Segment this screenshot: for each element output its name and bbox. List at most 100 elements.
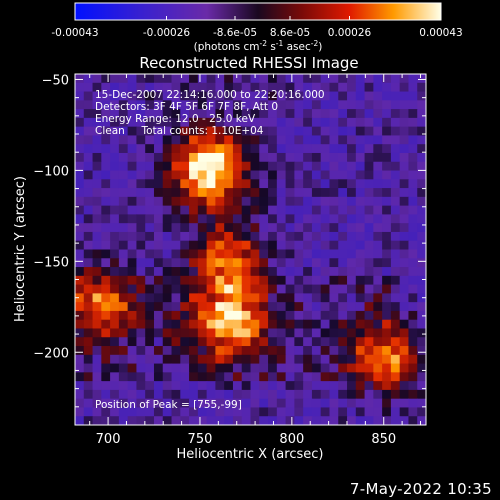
heatmap-cell [268,354,278,365]
heatmap-cell [145,214,155,224]
heatmap-cell [399,337,410,347]
heatmap-cell [206,337,217,347]
heatmap-cell [136,302,146,312]
heatmap-cell [408,240,418,251]
heatmap-cell [294,91,304,101]
heatmap-cell [92,188,102,198]
heatmap-cell [75,310,85,321]
heatmap-cell [110,161,120,172]
heatmap-cell [145,249,155,259]
heatmap-cell [355,416,366,425]
heatmap-cell [329,381,339,391]
heatmap-cell [127,152,138,163]
heatmap-cell [390,109,401,119]
heatmap-cell [276,346,287,356]
heatmap-cell [180,170,190,180]
heatmap-cell [110,231,120,242]
heatmap-cell [303,231,313,242]
heatmap-cell [303,398,313,409]
heatmap-cell [329,205,339,216]
heatmap-cell [171,328,181,338]
heatmap-cell [241,144,252,154]
heatmap-cell [215,310,225,321]
heatmap-cell [338,337,348,347]
heatmap-cell [162,310,173,321]
heatmap-cell [189,188,199,198]
heatmap-cell [127,328,138,338]
heatmap-cell [145,91,155,101]
heatmap-cell [390,91,401,101]
heatmap-cell [197,74,208,84]
heatmap-cell [268,416,278,425]
heatmap-cell [373,100,383,110]
heatmap-cell [110,363,120,373]
heatmap-cell [241,267,252,277]
heatmap-cell [171,258,181,268]
heatmap-cell [347,109,357,119]
heatmap-cell [180,363,190,373]
heatmap-cell [285,302,295,312]
heatmap-cell [250,152,260,163]
heatmap-cell [224,346,234,356]
heatmap-cell [127,109,138,119]
heatmap-cell [338,152,348,163]
heatmap-cell [180,144,190,154]
heatmap-cell [364,91,374,101]
heatmap-cell [338,179,348,189]
heatmap-cell [180,117,190,128]
heatmap-cell [408,135,418,145]
heatmap-cell [197,240,208,251]
heatmap-cell [127,346,138,356]
heatmap-cell [180,223,190,233]
heatmap-cell [250,354,260,365]
heatmap-cell [83,240,94,251]
heatmap-cell [347,389,357,400]
heatmap-cell [382,319,392,330]
heatmap-cell [206,214,217,224]
heatmap-cell [390,389,401,400]
heatmap-cell [268,267,278,277]
heatmap-cell [355,389,366,400]
heatmap-cell [373,328,383,338]
heatmap-cell [171,284,181,294]
heatmap-cell [250,267,260,277]
heatmap-cell [268,82,278,93]
heatmap-cell [364,363,374,373]
heatmap-cell [162,82,173,93]
heatmap-cell [145,302,155,312]
heatmap-cell [189,205,199,216]
heatmap-cell [399,135,410,145]
heatmap-cell [232,346,243,356]
heatmap-cell [399,267,410,277]
heatmap-cell [162,144,173,154]
heatmap-cell [206,196,217,207]
heatmap-cell [259,188,269,198]
heatmap-cell [390,328,401,338]
heatmap-cell [162,196,173,207]
heatmap-cell [241,223,252,233]
heatmap-cell [153,223,164,233]
heatmap-cell [390,381,401,391]
heatmap-cell [110,275,120,286]
heatmap-cell [224,407,234,417]
heatmap-cell [294,319,304,330]
heatmap-cell [153,179,164,189]
heatmap-cell [259,328,269,338]
heatmap-cell [101,135,111,145]
heatmap-cell [382,346,392,356]
heatmap-cell [215,346,225,356]
heatmap-cell [417,249,426,259]
heatmap-cell [75,337,85,347]
heatmap-cell [189,231,199,242]
heatmap-cell [382,389,392,400]
heatmap-cell [364,179,374,189]
heatmap-cell [285,91,295,101]
heatmap-cell [110,328,120,338]
heatmap-cell [206,74,217,84]
heatmap-cell [364,100,374,110]
heatmap-cell [197,117,208,128]
heatmap-cell [215,372,225,382]
heatmap-cell [276,416,287,425]
heatmap-cell [162,152,173,163]
heatmap-cell [92,152,102,163]
